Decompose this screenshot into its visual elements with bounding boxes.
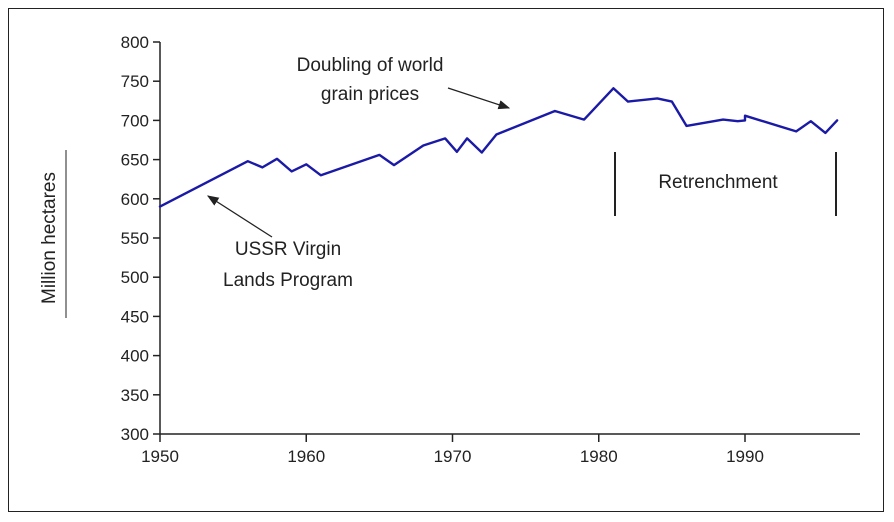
y-axis-label: Million hectares (39, 172, 60, 304)
x-tick-label: 1960 (287, 447, 325, 466)
y-tick-label: 800 (121, 33, 149, 52)
doubling-annotation-line2: grain prices (321, 84, 419, 105)
doubling-arrow (447, 87, 511, 110)
y-tick-label: 650 (121, 151, 149, 170)
ussr-annotation-line1: USSR Virgin (235, 239, 341, 260)
y-tick-label: 600 (121, 190, 149, 209)
retrenchment-annotation: Retrenchment (658, 172, 778, 193)
y-tick-label: 450 (121, 307, 149, 326)
y-ticks: 300 350 400 450 500 550 600 650 700 750 800 (121, 33, 160, 444)
x-tick-label: 1990 (726, 447, 764, 466)
x-tick-label: 1950 (141, 447, 179, 466)
y-tick-label: 750 (121, 72, 149, 91)
ussr-arrow (207, 195, 273, 238)
series-line (158, 87, 839, 208)
x-tick-label: 1970 (434, 447, 472, 466)
y-tick-label: 550 (121, 229, 149, 248)
y-tick-label: 500 (121, 268, 149, 287)
y-tick-label: 350 (121, 386, 149, 405)
y-tick-label: 700 (121, 111, 149, 130)
doubling-annotation-line1: Doubling of world (297, 55, 444, 76)
x-tick-label: 1980 (580, 447, 618, 466)
y-tick-label: 300 (121, 425, 149, 444)
y-tick-label: 400 (121, 347, 149, 366)
ussr-annotation-line2: Lands Program (223, 270, 353, 291)
x-ticks: 1950 1960 1970 1980 1990 (141, 434, 764, 466)
chart-frame (8, 8, 884, 512)
